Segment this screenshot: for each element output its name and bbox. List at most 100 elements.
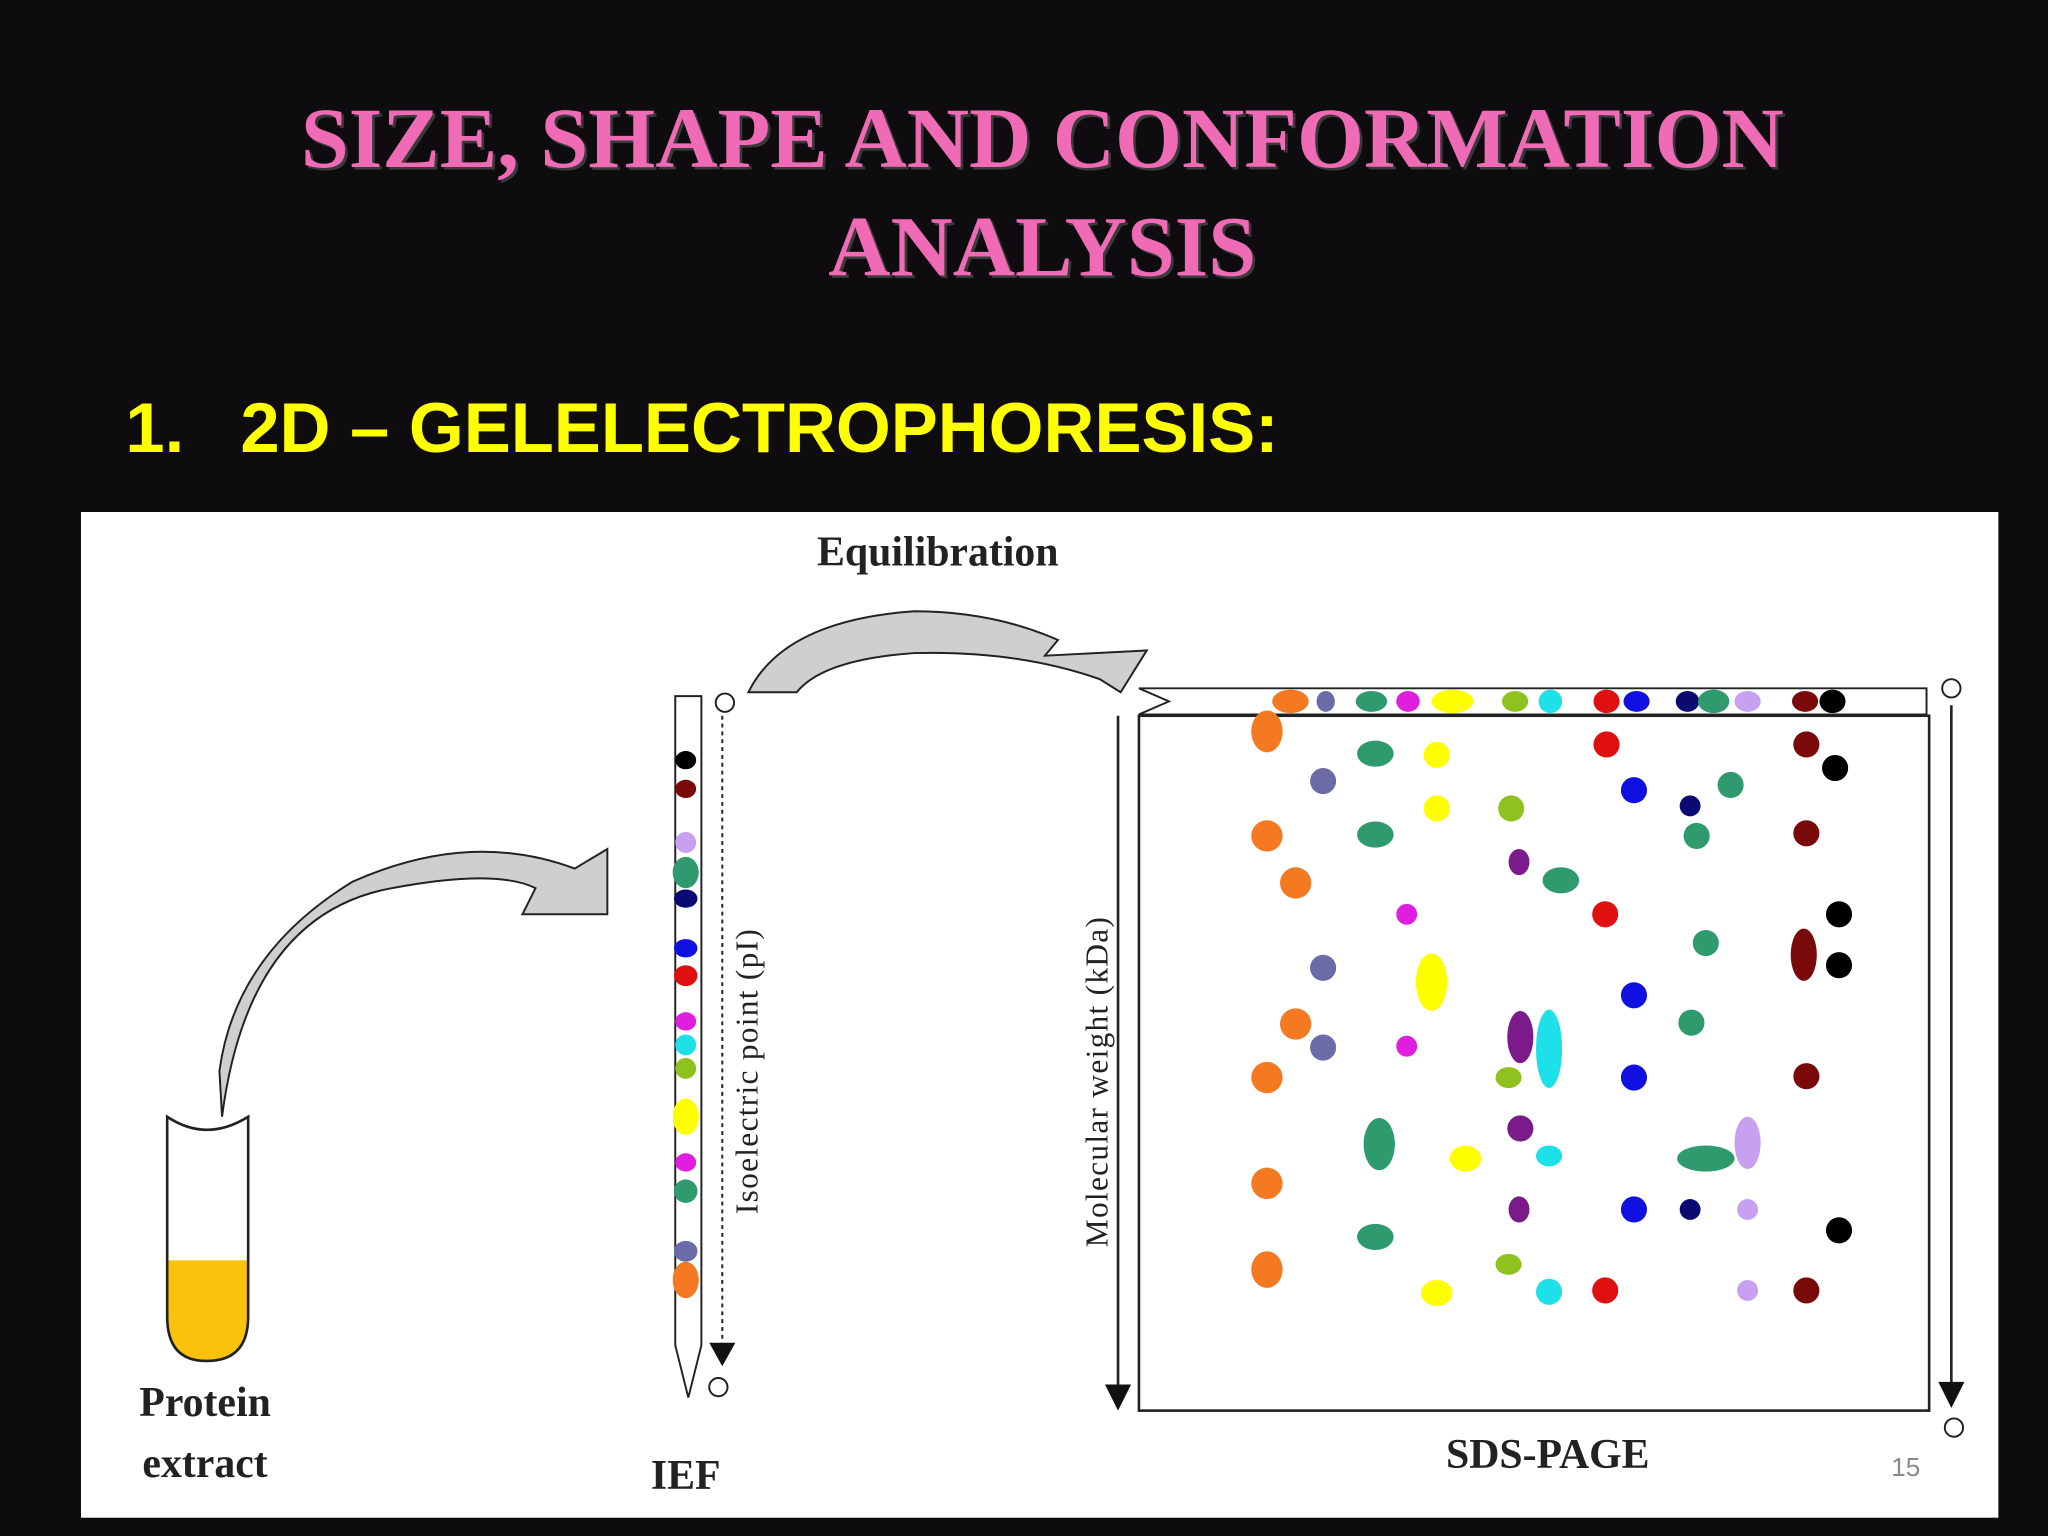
anode-symbol <box>708 1376 729 1398</box>
protein-spot <box>1542 867 1580 894</box>
protein-spot <box>1593 689 1620 714</box>
protein-spot <box>1692 929 1719 957</box>
protein-spot <box>1357 740 1394 767</box>
protein-spot <box>1825 1217 1853 1244</box>
sample-label: Protein <box>139 1380 271 1426</box>
protein-spot <box>1423 795 1450 822</box>
arrow <box>746 610 1149 694</box>
sample-liquid <box>167 1260 249 1361</box>
protein-spot <box>1415 953 1448 1011</box>
protein-spot <box>675 1034 697 1056</box>
protein-spot <box>1675 690 1700 712</box>
protein-spot <box>1495 1067 1522 1088</box>
protein-spot <box>673 1240 698 1262</box>
figure: Isoelectric point (pI) Molecular weight … <box>80 512 1999 1518</box>
protein-spot <box>1536 1145 1563 1167</box>
page-number: 15 <box>1891 1452 1920 1482</box>
protein-spot <box>675 1012 697 1031</box>
protein-spot <box>673 1179 698 1203</box>
protein-spot <box>1396 1035 1418 1057</box>
protein-spot <box>1508 848 1530 876</box>
protein-spot <box>1536 1278 1563 1305</box>
arrow-head <box>1938 1381 1965 1408</box>
protein-spot <box>1734 1116 1761 1169</box>
ief-axis-label: Isoelectric point (pI) <box>730 928 765 1214</box>
protein-spot <box>1623 690 1650 712</box>
protein-spot <box>1825 901 1853 928</box>
protein-spot <box>675 751 697 770</box>
protein-spot <box>1507 1010 1534 1064</box>
protein-spot <box>1251 710 1283 753</box>
protein-spot <box>1790 928 1817 981</box>
protein-spot <box>1396 690 1420 712</box>
protein-spot <box>675 1153 697 1172</box>
protein-spot <box>1620 1196 1648 1223</box>
protein-spot <box>1819 689 1846 714</box>
protein-spot <box>673 939 698 958</box>
protein-spot <box>1310 1034 1337 1061</box>
anode-symbol <box>1943 1417 1965 1438</box>
protein-spot <box>1620 777 1648 804</box>
ief-label: IEF <box>651 1453 721 1499</box>
protein-spot <box>1363 1118 1395 1171</box>
protein-spots <box>672 689 1853 1307</box>
protein-spot <box>1822 754 1849 782</box>
protein-spot <box>1423 741 1450 768</box>
protein-spot <box>1792 690 1819 712</box>
protein-spot <box>675 1057 697 1079</box>
protein-spot <box>1538 689 1563 714</box>
protein-spot <box>1251 1061 1283 1094</box>
figure-background <box>80 512 1999 1518</box>
cathode-symbol <box>1941 678 1962 699</box>
protein-spot <box>1251 820 1283 852</box>
protein-spot <box>1508 1196 1530 1223</box>
arrow-head <box>709 1342 736 1367</box>
protein-spot <box>675 832 697 853</box>
title-line: ANALYSIS <box>828 199 1256 295</box>
protein-spot <box>1396 903 1418 925</box>
protein-spot <box>1793 820 1820 847</box>
protein-spot <box>1737 1199 1759 1220</box>
protein-spot <box>1536 1009 1563 1088</box>
protein-spot <box>1793 731 1820 758</box>
protein-spot <box>1592 901 1619 928</box>
protein-spot <box>1355 690 1388 712</box>
protein-spot <box>1592 1277 1619 1304</box>
protein-spot <box>672 856 699 889</box>
protein-spot <box>1310 768 1337 795</box>
protein-spot <box>1449 1145 1482 1172</box>
protein-spot <box>1280 1008 1312 1040</box>
protein-spot <box>1717 771 1744 799</box>
sds-label: SDS-PAGE <box>1446 1432 1650 1478</box>
protein-spot <box>1678 1009 1705 1036</box>
protein-spot <box>1793 1277 1820 1304</box>
cathode-symbol <box>714 692 736 713</box>
protein-spot <box>1280 867 1312 899</box>
protein-spot <box>1593 731 1620 758</box>
protein-spot <box>1677 1145 1735 1172</box>
sds-gel <box>1137 714 1931 1412</box>
protein-spot <box>1620 982 1648 1009</box>
protein-spot <box>1679 795 1701 817</box>
protein-spot <box>1310 954 1337 981</box>
protein-spot <box>1502 690 1529 712</box>
protein-spot <box>1620 1064 1648 1091</box>
protein-spot <box>672 1098 699 1136</box>
protein-spot <box>673 965 698 987</box>
protein-spot <box>1507 1115 1534 1142</box>
equilibration-label: Equilibration <box>817 530 1059 576</box>
sample-label: extract <box>142 1441 267 1487</box>
section-number: 1. <box>125 388 184 467</box>
protein-spot <box>1679 1199 1701 1220</box>
title-line: SIZE, SHAPE AND CONFORMATION <box>301 90 1784 186</box>
protein-spot <box>1251 1251 1283 1288</box>
protein-spot <box>1737 1280 1759 1301</box>
protein-spot <box>1421 1280 1453 1307</box>
arrow-head <box>1104 1384 1132 1411</box>
arrow <box>218 847 609 1117</box>
protein-spot <box>1495 1253 1522 1275</box>
ief-strip-laid <box>1138 687 1928 716</box>
sds-axis-label: Molecular weight (kDa) <box>1080 916 1115 1247</box>
